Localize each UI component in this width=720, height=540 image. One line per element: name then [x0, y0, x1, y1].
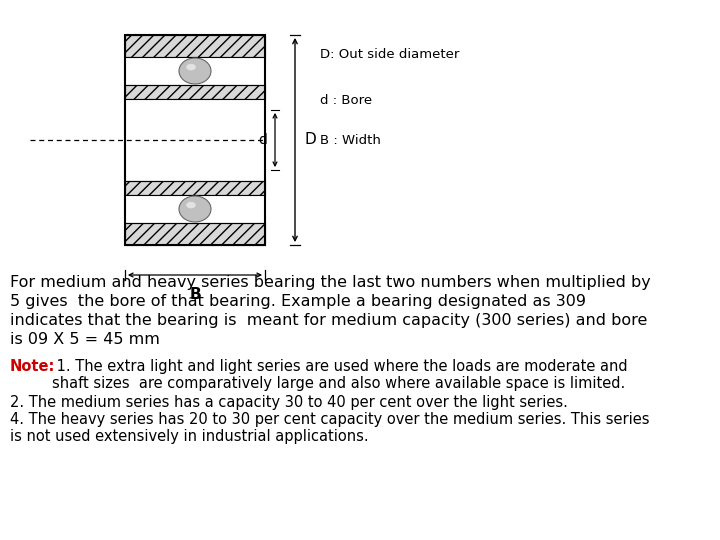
Ellipse shape	[186, 64, 196, 70]
Text: Note:: Note:	[10, 359, 55, 374]
Text: For medium and heavy series bearing the last two numbers when multiplied by: For medium and heavy series bearing the …	[10, 275, 651, 290]
Text: d: d	[258, 133, 267, 147]
Bar	[125, 181, 265, 195]
Bar	[125, 35, 265, 57]
Text: D: D	[305, 132, 317, 147]
Text: is 09 X 5 = 45 mm: is 09 X 5 = 45 mm	[10, 332, 160, 347]
Bar	[125, 57, 265, 85]
Text: B : Width: B : Width	[320, 133, 381, 146]
Text: is not used extensively in industrial applications.: is not used extensively in industrial ap…	[10, 429, 369, 444]
Bar	[125, 223, 265, 245]
Text: 1. The extra light and light series are used where the loads are moderate and: 1. The extra light and light series are …	[52, 359, 628, 374]
Text: 4. The heavy series has 20 to 30 per cent capacity over the medium series. This : 4. The heavy series has 20 to 30 per cen…	[10, 412, 649, 427]
Text: B: B	[189, 287, 201, 302]
Ellipse shape	[179, 196, 211, 222]
Text: D: Out side diameter: D: Out side diameter	[320, 49, 459, 62]
Bar	[125, 99, 265, 181]
Bar	[125, 85, 265, 99]
Text: 5 gives  the bore of that bearing. Example a bearing designated as 309: 5 gives the bore of that bearing. Exampl…	[10, 294, 586, 309]
Text: 2. The medium series has a capacity 30 to 40 per cent over the light series.: 2. The medium series has a capacity 30 t…	[10, 395, 568, 410]
Text: indicates that the bearing is  meant for medium capacity (300 series) and bore: indicates that the bearing is meant for …	[10, 313, 647, 328]
Bar	[125, 195, 265, 223]
Text: shaft sizes  are comparatively large and also where available space is limited.: shaft sizes are comparatively large and …	[52, 376, 625, 391]
Ellipse shape	[186, 202, 196, 208]
Ellipse shape	[179, 58, 211, 84]
Text: d : Bore: d : Bore	[320, 93, 372, 106]
Bar	[125, 35, 265, 245]
